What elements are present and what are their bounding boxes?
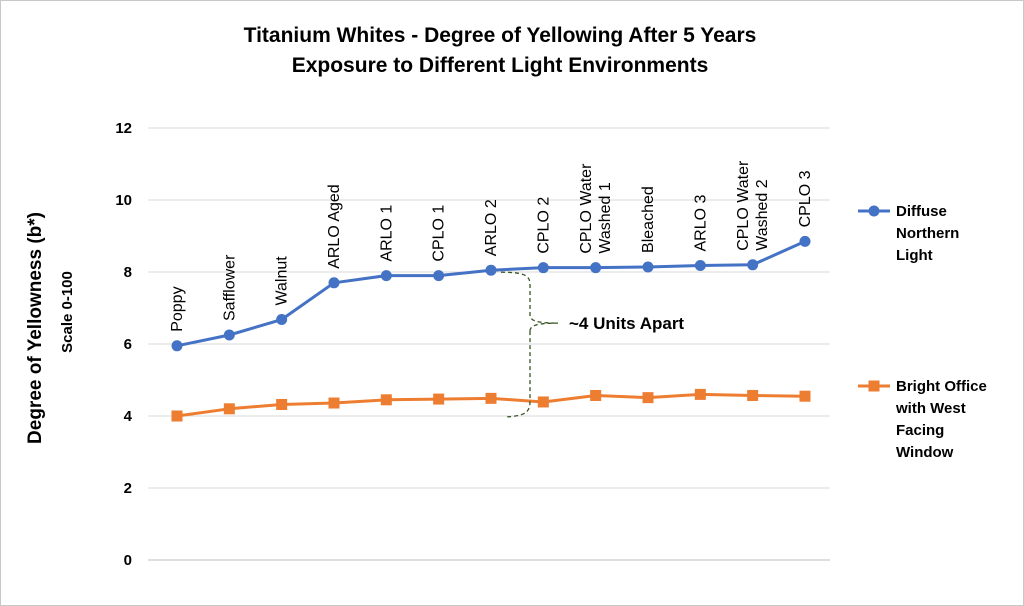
- legend-label: Diffuse Northern Light: [896, 203, 959, 264]
- category-label: Walnut: [274, 256, 291, 306]
- data-point: [276, 398, 288, 410]
- gridlines: [148, 127, 830, 561]
- category-label: Poppy: [169, 286, 186, 331]
- data-point: [747, 389, 759, 401]
- data-point: [799, 390, 811, 402]
- legend-marker: [868, 380, 880, 392]
- y-tick-label: 6: [124, 336, 132, 353]
- y-tick-label: 12: [115, 120, 132, 137]
- data-point: [328, 277, 340, 289]
- chart-title-line: Exposure to Different Light Environments: [292, 54, 709, 77]
- data-point: [380, 270, 392, 282]
- data-point: [485, 264, 497, 276]
- legend-label: Bright Office with West Facing Window: [895, 378, 987, 461]
- data-point: [537, 262, 549, 274]
- legend-marker: [868, 205, 880, 217]
- category-label: ARLO Aged: [326, 184, 343, 269]
- data-point: [694, 260, 706, 272]
- data-point: [276, 314, 288, 326]
- data-point: [171, 410, 183, 422]
- y-tick-label: 4: [124, 408, 133, 425]
- y-axis-ticks: 0 2 4 6 8 10 12: [115, 120, 132, 569]
- category-label: CPLO Water Washed 2: [735, 160, 771, 251]
- data-point: [433, 393, 445, 405]
- legend: Diffuse Northern Light Bright Office with We…: [858, 203, 987, 461]
- data-point: [485, 392, 497, 404]
- category-labels: Poppy Safflower Walnut ARLO Aged ARLO 1 CPLO …: [169, 160, 814, 332]
- category-label: ARLO 2: [483, 199, 500, 256]
- category-label: CPLO 3: [797, 170, 814, 227]
- data-point: [433, 270, 445, 282]
- data-point: [642, 392, 654, 404]
- legend-item-2: Bright Office with West Facing Window: [858, 378, 987, 461]
- series-2: [171, 388, 811, 422]
- category-label: ARLO 3: [692, 195, 709, 252]
- data-point: [694, 388, 706, 400]
- data-point: [590, 262, 602, 274]
- chart-title-line: Titanium Whites - Degree of Yellowing Af…: [244, 24, 757, 47]
- data-point: [223, 403, 235, 415]
- category-label: CPLO 2: [535, 197, 552, 254]
- y-axis-label: Degree of Yellowness (b*): [25, 212, 46, 444]
- category-label: ARLO 1: [378, 205, 395, 262]
- chart-title: Titanium Whites - Degree of Yellowing Af…: [244, 24, 757, 77]
- annotation-brace: [500, 271, 559, 418]
- data-point: [642, 261, 654, 273]
- annotation-text: ~4 Units Apart: [569, 314, 684, 333]
- category-label: Bleached: [640, 186, 657, 253]
- legend-item-1: Diffuse Northern Light: [858, 203, 959, 264]
- data-point: [171, 340, 183, 352]
- data-point: [590, 389, 602, 401]
- category-label: Safflower: [221, 254, 238, 321]
- y-tick-label: 10: [115, 192, 132, 209]
- data-point: [537, 396, 549, 408]
- category-label: CPLO Water Washed 1: [578, 163, 614, 254]
- data-point: [747, 259, 759, 271]
- data-point: [380, 394, 392, 406]
- data-point: [799, 235, 811, 247]
- category-label: CPLO 1: [431, 205, 448, 262]
- annotation: ~4 Units Apart: [500, 271, 684, 418]
- y-tick-label: 2: [124, 480, 132, 497]
- series-1: [171, 235, 811, 352]
- y-axis-title: Degree of Yellowness (b*) Scale 0-100: [25, 212, 76, 444]
- y-axis-sublabel: Scale 0-100: [59, 271, 76, 353]
- y-tick-label: 8: [124, 264, 132, 281]
- series: [171, 235, 811, 422]
- data-point: [223, 329, 235, 341]
- y-tick-label: 0: [124, 552, 132, 569]
- data-point: [328, 397, 340, 409]
